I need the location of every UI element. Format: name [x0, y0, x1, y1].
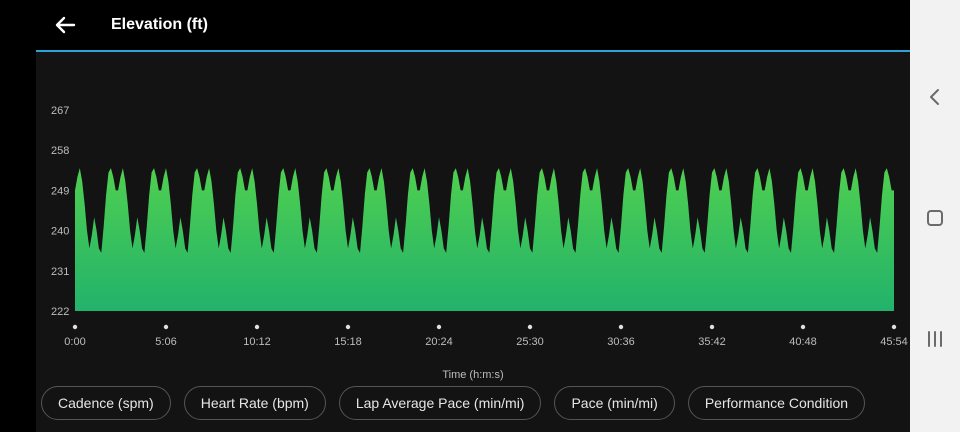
x-tick-label: 30:36: [607, 336, 635, 348]
x-tick-dot: [436, 324, 442, 330]
x-tick-label: 40:48: [789, 336, 817, 348]
app-screen: Elevation (ft) 267 258 249 240 231 222 0:00 5:0…: [0, 0, 910, 432]
metric-chip[interactable]: Lap Average Pace (min/mi): [338, 386, 542, 420]
system-nav-bar: [910, 0, 960, 432]
chevron-left-icon[interactable]: [923, 85, 947, 109]
x-tick-dot: [72, 324, 78, 330]
x-tick-label: 20:24: [425, 336, 453, 348]
y-tick-label: 258: [51, 145, 69, 157]
elevation-chart-panel: 267 258 249 240 231 222 0:00 5:06 10:12 15:18 20:2…: [36, 52, 910, 432]
x-tick-dot: [527, 324, 533, 330]
page-title: Elevation (ft): [111, 16, 208, 33]
top-bar: Elevation (ft): [0, 0, 910, 50]
metric-chip-row: Cadence (spm) Heart Rate (bpm) Lap Average…: [41, 386, 866, 420]
y-tick-label: 267: [51, 105, 69, 117]
x-axis-title: Time (h:m:s): [442, 369, 504, 381]
back-arrow-icon[interactable]: [50, 10, 80, 40]
metric-chip[interactable]: Performance Condition: [687, 386, 866, 420]
x-tick-dot: [618, 324, 624, 330]
x-tick-label: 0:00: [64, 336, 85, 348]
elevation-chart: 267 258 249 240 231 222 0:00 5:06 10:12 15:18 20:2…: [51, 105, 908, 348]
metric-chip[interactable]: Pace (min/mi): [554, 386, 675, 420]
x-tick-label: 15:18: [334, 336, 362, 348]
x-tick-label: 35:42: [698, 336, 726, 348]
y-tick-label: 240: [51, 226, 69, 238]
x-tick-dot: [254, 324, 260, 330]
y-tick-label: 222: [51, 306, 69, 318]
x-tick-label: 5:06: [155, 336, 176, 348]
x-tick-dot: [345, 324, 351, 330]
x-tick-dot: [891, 324, 897, 330]
x-tick-dot: [163, 324, 169, 330]
elevation-area-series: [75, 168, 894, 311]
metric-chip[interactable]: Cadence (spm): [41, 386, 171, 420]
x-tick-dot: [800, 324, 806, 330]
recents-lines-icon[interactable]: [923, 327, 947, 351]
metric-chip[interactable]: Heart Rate (bpm): [183, 386, 326, 420]
y-tick-label: 231: [51, 266, 69, 278]
y-tick-label: 249: [51, 185, 69, 197]
x-tick-dot: [709, 324, 715, 330]
home-square-icon[interactable]: [923, 206, 947, 230]
x-tick-label: 45:54: [880, 336, 908, 348]
x-tick-label: 25:30: [516, 336, 544, 348]
header-divider: [36, 50, 910, 52]
x-tick-label: 10:12: [243, 336, 271, 348]
